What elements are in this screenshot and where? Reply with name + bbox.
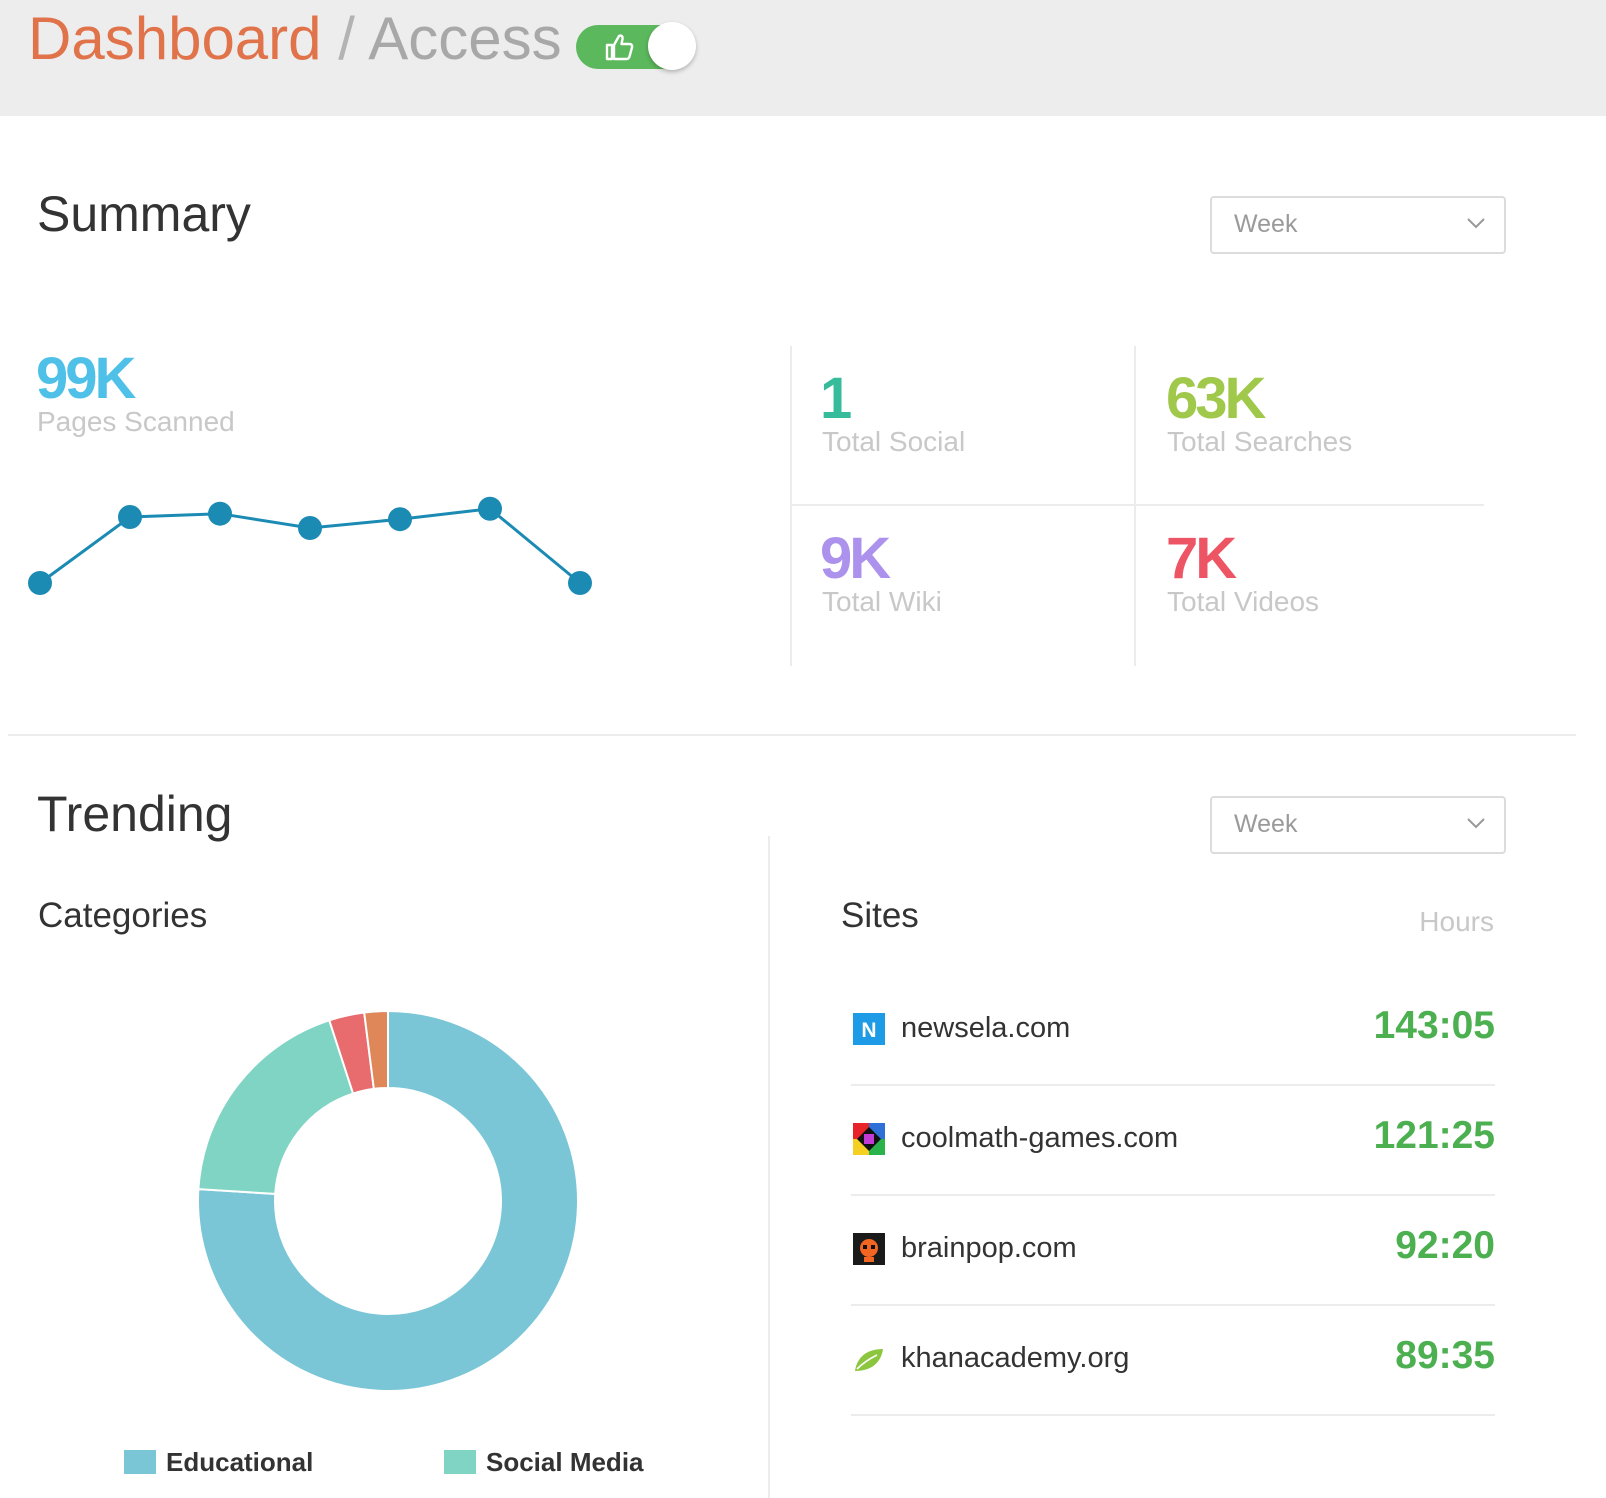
- pages-scanned-label: Pages Scanned: [37, 406, 235, 437]
- summary-title: Summary: [37, 186, 251, 242]
- total-searches-value: 63K: [1166, 366, 1266, 431]
- chevron-down-icon: [1467, 818, 1485, 829]
- stats-divider-middle: [1134, 346, 1136, 666]
- newsela-icon: N: [853, 1013, 885, 1045]
- top-bar: Dashboard / Access: [0, 0, 1606, 116]
- thumbs-up-icon: [605, 34, 634, 61]
- sites-title: Sites: [841, 896, 919, 935]
- site-hours: 92:20: [1395, 1224, 1495, 1267]
- site-row[interactable]: N newsela.com 143:05: [851, 976, 1495, 1086]
- summary-period-value: Week: [1234, 210, 1298, 238]
- categories-title: Categories: [38, 896, 208, 935]
- legend-label-social-media: Social Media: [486, 1447, 644, 1477]
- legend-swatch-educational: [124, 1450, 156, 1474]
- section-divider: [8, 734, 1576, 736]
- site-hours: 121:25: [1373, 1114, 1495, 1157]
- site-name[interactable]: newsela.com: [901, 1012, 1071, 1044]
- trending-period-value: Week: [1234, 810, 1298, 838]
- slice-educational[interactable]: [197, 1009, 579, 1392]
- legend-item-social-media: Social Media: [444, 1447, 644, 1478]
- breadcrumb: Dashboard / Access: [28, 4, 562, 73]
- data-point[interactable]: [568, 571, 592, 595]
- data-point[interactable]: [208, 501, 232, 526]
- row-divider: [851, 1194, 1495, 1196]
- access-toggle[interactable]: [576, 22, 696, 70]
- total-social-value: 1: [820, 366, 852, 431]
- pages-scanned-value: 99K: [36, 346, 136, 411]
- site-hours: 89:35: [1395, 1334, 1495, 1377]
- row-divider: [851, 1084, 1495, 1086]
- site-name[interactable]: coolmath-games.com: [901, 1122, 1179, 1154]
- trending-period-select[interactable]: Week: [1210, 796, 1506, 854]
- total-videos-value: 7K: [1166, 526, 1237, 591]
- site-row[interactable]: khanacademy.org 89:35: [851, 1306, 1495, 1416]
- legend-item-educational: Educational: [124, 1447, 313, 1478]
- site-row[interactable]: coolmath-games.com 121:25: [851, 1086, 1495, 1196]
- summary-period-select[interactable]: Week: [1210, 196, 1506, 254]
- legend-swatch-social-media: [444, 1450, 476, 1474]
- brainpop-icon: [853, 1233, 885, 1265]
- data-point[interactable]: [28, 571, 52, 595]
- data-point[interactable]: [298, 516, 322, 540]
- site-hours: 143:05: [1373, 1004, 1495, 1047]
- stats-divider-left: [790, 346, 792, 666]
- site-name[interactable]: khanacademy.org: [901, 1342, 1130, 1374]
- data-point[interactable]: [388, 507, 412, 532]
- breadcrumb-current: Access: [368, 5, 562, 72]
- data-point[interactable]: [478, 496, 502, 521]
- total-wiki-label: Total Wiki: [822, 586, 942, 617]
- chevron-down-icon: [1467, 218, 1485, 229]
- total-wiki-value: 9K: [820, 526, 891, 591]
- trending-title: Trending: [37, 786, 233, 842]
- total-videos-label: Total Videos: [1167, 586, 1320, 617]
- khanacademy-leaf-icon: [855, 1349, 883, 1371]
- categories-donut-chart: [197, 1009, 579, 1392]
- slice-social-media[interactable]: [197, 1019, 355, 1195]
- site-row[interactable]: brainpop.com 92:20: [851, 1196, 1495, 1306]
- breadcrumb-dashboard[interactable]: Dashboard: [28, 5, 322, 72]
- toggle-knob[interactable]: [648, 22, 696, 70]
- row-divider: [851, 1414, 1495, 1416]
- pages-scanned-line-chart: [28, 496, 592, 595]
- total-social-label: Total Social: [822, 426, 966, 457]
- site-name[interactable]: brainpop.com: [901, 1232, 1077, 1264]
- hours-column-label: Hours: [1419, 906, 1494, 937]
- trending-divider: [768, 836, 770, 1498]
- total-searches-label: Total Searches: [1167, 426, 1353, 457]
- breadcrumb-separator: /: [338, 5, 355, 72]
- svg-text:N: N: [861, 1019, 876, 1042]
- stats-divider-row: [792, 504, 1484, 506]
- data-point[interactable]: [118, 505, 142, 529]
- row-divider: [851, 1304, 1495, 1306]
- slice-other-b[interactable]: [363, 1009, 389, 1091]
- coolmath-icon: [853, 1123, 885, 1155]
- legend-label-educational: Educational: [166, 1447, 314, 1477]
